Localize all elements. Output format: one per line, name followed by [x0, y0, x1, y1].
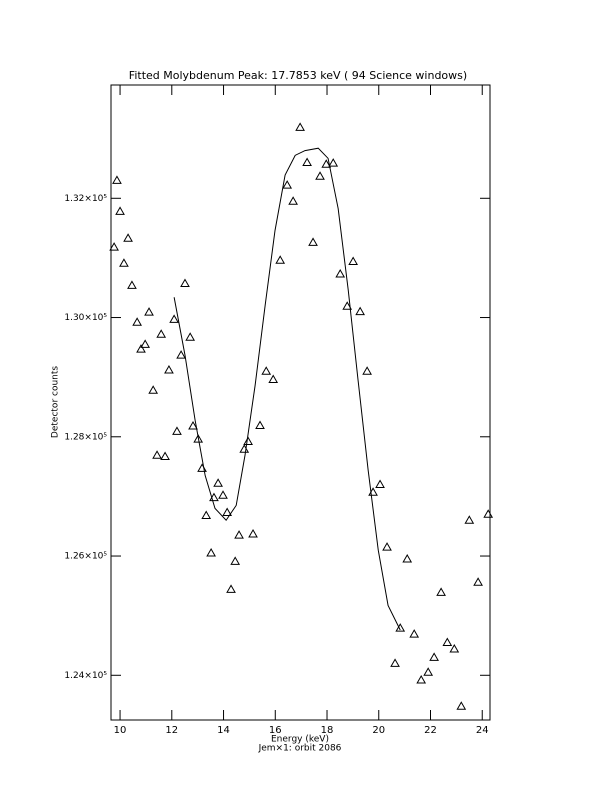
chart-title: Fitted Molybdenum Peak: 17.7853 keV ( 94…	[129, 69, 467, 82]
fit-line	[173, 147, 401, 631]
data-point	[197, 463, 207, 472]
data-point	[144, 307, 154, 316]
data-point	[409, 629, 420, 638]
data-point	[442, 637, 453, 646]
data-point	[464, 515, 475, 524]
data-point	[112, 175, 122, 184]
y-tick-label: 1.32×10⁵	[64, 194, 107, 204]
data-point	[436, 587, 446, 596]
footnote: Jem×1: orbit 2086	[258, 744, 342, 754]
x-tick-label: 18	[321, 725, 334, 736]
data-point	[429, 652, 439, 661]
data-point	[132, 317, 142, 326]
x-tick-label: 12	[165, 725, 178, 736]
data-point	[188, 421, 198, 430]
data-point	[222, 507, 233, 517]
y-axis-label: Detector counts	[51, 366, 61, 438]
y-tick-label: 1.26×10⁵	[64, 552, 107, 562]
data-point	[382, 542, 392, 551]
x-tick-label: 20	[372, 725, 385, 736]
data-point	[423, 667, 434, 676]
y-tick-label: 1.30×10⁵	[64, 313, 107, 323]
data-point	[302, 157, 312, 167]
data-point	[362, 366, 372, 375]
x-tick-label: 10	[114, 725, 127, 736]
data-point	[335, 269, 346, 278]
data-point	[275, 255, 286, 264]
x-tick-label: 14	[217, 725, 230, 736]
data-point	[193, 434, 204, 443]
data-point	[152, 450, 162, 459]
data-point	[136, 344, 146, 353]
data-point	[156, 329, 167, 338]
data-point	[282, 180, 293, 189]
data-point	[416, 675, 427, 684]
y-tick-label: 1.28×10⁵	[64, 432, 107, 442]
data-point	[226, 584, 236, 593]
data-point	[213, 478, 223, 487]
plot-frame	[110, 84, 491, 721]
data-point	[449, 644, 460, 653]
data-point	[328, 158, 339, 167]
data-point	[348, 256, 359, 265]
data-point	[342, 301, 353, 310]
x-tick-label: 24	[476, 725, 489, 736]
data-point	[234, 530, 244, 539]
data-point	[268, 374, 279, 384]
data-point	[473, 577, 483, 586]
data-point	[160, 451, 170, 460]
data-point	[140, 339, 151, 348]
data-point	[375, 479, 385, 488]
data-point	[169, 314, 179, 323]
data-point	[395, 623, 406, 632]
data-point	[261, 366, 272, 375]
x-axis-label: Energy (keV)	[271, 735, 329, 745]
data-point	[239, 444, 250, 453]
data-point	[355, 306, 365, 316]
data-point	[123, 233, 133, 242]
y-tick-label: 1.24×10⁵	[64, 671, 107, 681]
data-point	[180, 278, 190, 288]
data-point	[390, 658, 400, 667]
data-point	[201, 510, 212, 519]
data-point	[483, 509, 494, 518]
data-point	[127, 280, 137, 289]
data-point	[206, 548, 216, 557]
data-point	[185, 332, 196, 341]
data-point	[315, 171, 325, 180]
data-point	[308, 237, 318, 246]
data-point	[119, 258, 129, 267]
data-point	[164, 364, 174, 374]
data-point	[172, 426, 182, 435]
data-point	[402, 554, 413, 563]
data-point	[218, 490, 228, 499]
data-point	[109, 242, 119, 251]
data-point	[115, 206, 125, 215]
data-point	[176, 350, 186, 359]
x-tick-label: 16	[269, 725, 282, 736]
data-point	[230, 556, 241, 565]
data-point	[148, 385, 159, 394]
data-point	[243, 436, 253, 446]
data-point	[288, 196, 298, 205]
data-point	[255, 420, 265, 429]
data-point	[321, 159, 332, 168]
data-point	[248, 528, 258, 538]
data-point	[456, 701, 467, 710]
x-tick-label: 22	[424, 725, 437, 736]
data-point	[295, 122, 305, 131]
